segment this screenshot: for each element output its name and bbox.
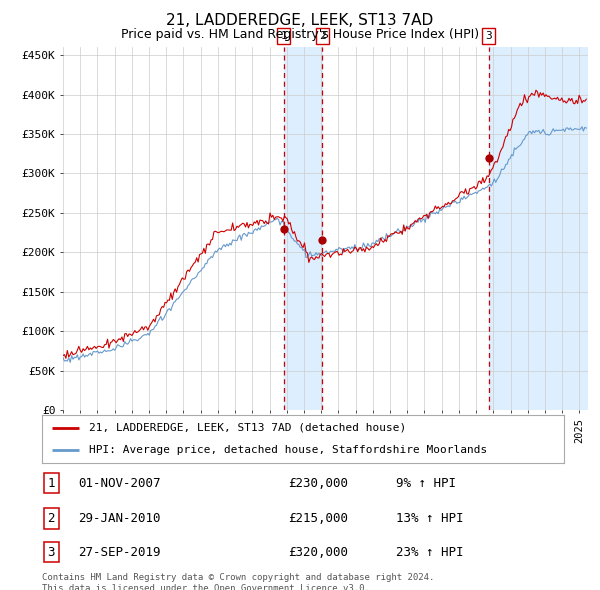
Text: 23% ↑ HPI: 23% ↑ HPI [396,546,464,559]
Text: £320,000: £320,000 [288,546,348,559]
Text: 3: 3 [47,546,55,559]
Text: 1: 1 [47,477,55,490]
Text: £215,000: £215,000 [288,512,348,525]
Text: 9% ↑ HPI: 9% ↑ HPI [396,477,456,490]
Text: 29-JAN-2010: 29-JAN-2010 [78,512,161,525]
Text: 3: 3 [485,31,492,41]
Text: Price paid vs. HM Land Registry's House Price Index (HPI): Price paid vs. HM Land Registry's House … [121,28,479,41]
Text: 27-SEP-2019: 27-SEP-2019 [78,546,161,559]
Bar [489,47,588,410]
Text: 2: 2 [47,512,55,525]
Text: £230,000: £230,000 [288,477,348,490]
Text: 2: 2 [319,31,326,41]
Text: 01-NOV-2007: 01-NOV-2007 [78,477,161,490]
Text: Contains HM Land Registry data © Crown copyright and database right 2024.
This d: Contains HM Land Registry data © Crown c… [42,573,434,590]
Text: HPI: Average price, detached house, Staffordshire Moorlands: HPI: Average price, detached house, Staf… [89,445,487,455]
Text: 1: 1 [281,31,287,41]
Bar [284,47,322,410]
Text: 13% ↑ HPI: 13% ↑ HPI [396,512,464,525]
Text: 21, LADDEREDGE, LEEK, ST13 7AD (detached house): 21, LADDEREDGE, LEEK, ST13 7AD (detached… [89,423,406,433]
Text: 21, LADDEREDGE, LEEK, ST13 7AD: 21, LADDEREDGE, LEEK, ST13 7AD [166,13,434,28]
